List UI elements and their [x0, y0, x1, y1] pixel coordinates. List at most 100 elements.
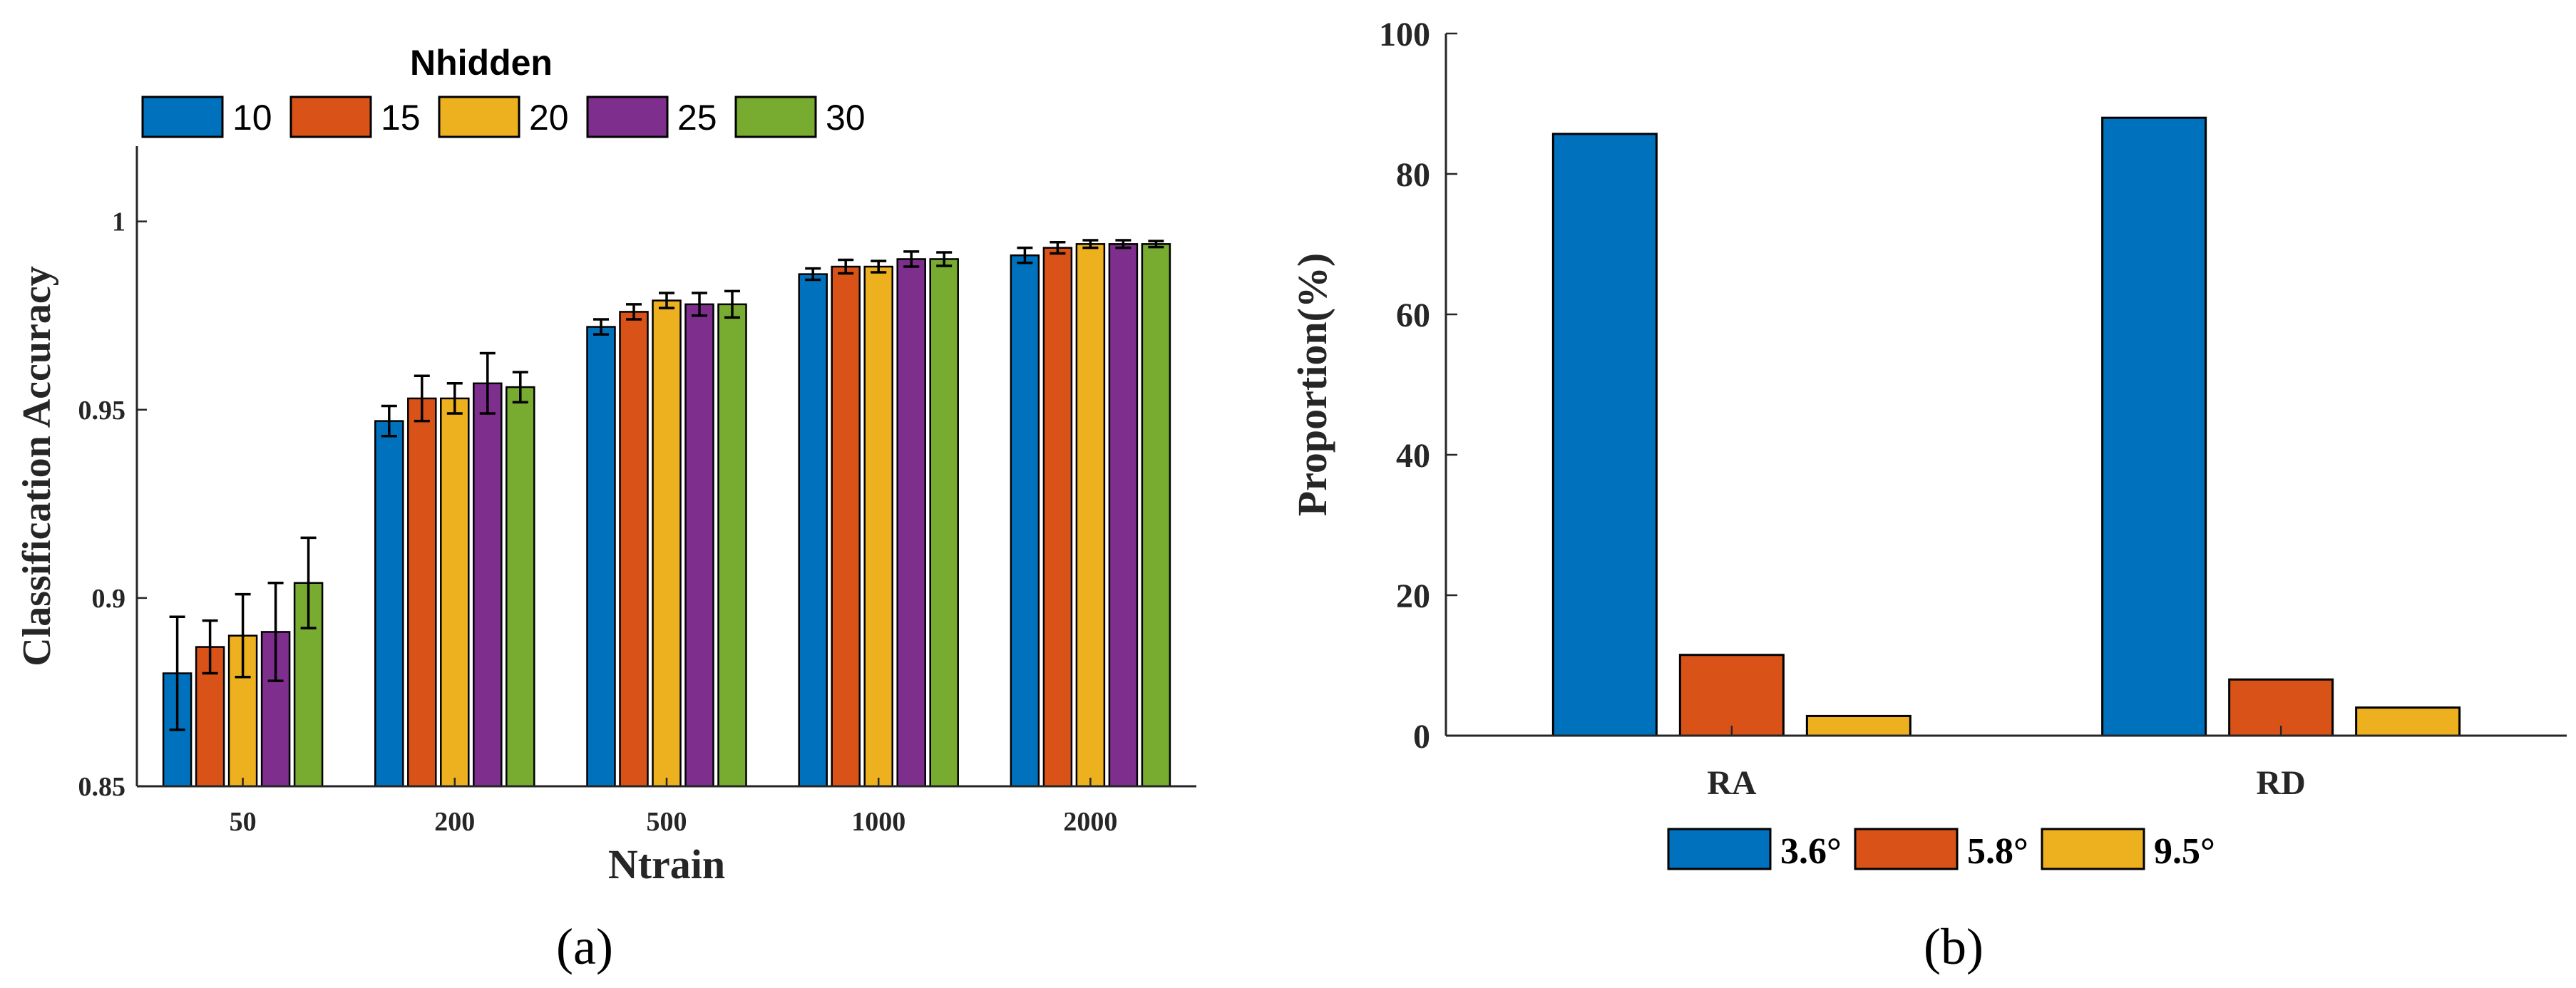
- x-tick-label-50: 50: [230, 807, 257, 837]
- y-tick-label: 0.95: [78, 396, 126, 426]
- y-tick-label: 1: [112, 207, 125, 237]
- bar-ntrain-2000-nhidden-20: [1075, 243, 1106, 788]
- bar-ntrain-500-nhidden-10: [586, 326, 616, 788]
- panel-a-legend: 10 15 20 25 30: [141, 96, 866, 138]
- error-bar-ntrain-2000-nhidden-10: [1017, 246, 1033, 264]
- bar-ntrain-200-nhidden-25: [473, 382, 503, 788]
- error-bar-ntrain-1000-nhidden-15: [838, 258, 854, 275]
- y-tick-label: 40: [1396, 437, 1430, 475]
- error-bar-ntrain-50-nhidden-15: [202, 619, 218, 675]
- error-bar-ntrain-2000-nhidden-15: [1050, 240, 1066, 255]
- error-bar-ntrain-1000-nhidden-20: [871, 259, 887, 274]
- y-tick-label: 80: [1396, 156, 1430, 194]
- error-bar-ntrain-50-nhidden-20: [235, 592, 251, 679]
- y-tick-label: 0.9: [92, 584, 126, 614]
- bar-ntrain-500-nhidden-25: [684, 303, 714, 788]
- bar-ntrain-200-nhidden-20: [440, 397, 470, 788]
- legend-label-5.8°: 5.8°: [1967, 831, 2028, 872]
- bar-ntrain-500-nhidden-20: [652, 299, 682, 788]
- error-bar-ntrain-2000-nhidden-25: [1115, 239, 1132, 249]
- panel-b-axes: RA RD 0 20 40 60 80 100: [1379, 16, 2567, 802]
- error-bar-ntrain-200-nhidden-30: [512, 371, 528, 403]
- bar-RA-5.8°: [1678, 654, 1785, 737]
- bar-ntrain-200-nhidden-10: [374, 420, 404, 788]
- bar-ntrain-1000-nhidden-20: [863, 265, 893, 788]
- panel-a-chart: 50 200 500 1000 2000 0.85 0.9 0.95 1 Ntrain Clas…: [15, 43, 1196, 975]
- panel-b-chart: RA RD 0 20 40 60 80 100 Proportion(%) 3.6° 5.8° 9…: [1289, 16, 2567, 975]
- error-bar-ntrain-200-nhidden-20: [446, 382, 463, 415]
- legend-swatch-3.6°: [1667, 828, 1772, 870]
- x-tick-label-RD: RD: [2256, 764, 2305, 802]
- panel-b-legend: 3.6° 5.8° 9.5°: [1667, 828, 2215, 872]
- error-bar-ntrain-500-nhidden-30: [724, 289, 740, 319]
- panel-a-bars: [162, 243, 1171, 788]
- bar-ntrain-50-nhidden-25: [260, 631, 291, 788]
- bar-RA-3.6°: [1551, 133, 1658, 737]
- bar-RA-9.5°: [1805, 714, 1912, 737]
- legend-label-20: 20: [529, 98, 569, 138]
- panel-b-label: (b): [1924, 918, 1984, 975]
- error-bar-ntrain-1000-nhidden-10: [805, 267, 821, 282]
- panel-a-y-axis-label: Classification Accuracy: [15, 266, 59, 666]
- y-tick-label: 0: [1413, 718, 1430, 756]
- y-tick-label: 60: [1396, 297, 1430, 334]
- bar-ntrain-500-nhidden-30: [717, 303, 747, 788]
- error-bar-ntrain-500-nhidden-25: [692, 292, 707, 317]
- panel-a-label: (a): [556, 918, 613, 975]
- bar-ntrain-2000-nhidden-30: [1141, 243, 1171, 788]
- error-bar-ntrain-500-nhidden-20: [659, 292, 674, 309]
- legend-label-15: 15: [381, 98, 421, 138]
- y-tick-label: 20: [1396, 577, 1430, 615]
- panel-a-x-axis-label: Ntrain: [608, 841, 725, 887]
- bar-ntrain-2000-nhidden-25: [1108, 243, 1139, 788]
- error-bar-ntrain-1000-nhidden-30: [936, 251, 953, 267]
- legend-swatch-20: [438, 96, 520, 138]
- bar-ntrain-200-nhidden-15: [407, 397, 437, 788]
- legend-label-9.5°: 9.5°: [2154, 831, 2215, 872]
- legend-swatch-10: [141, 96, 224, 138]
- legend-label-30: 30: [826, 98, 866, 138]
- x-tick-label-500: 500: [647, 807, 687, 837]
- legend-swatch-5.8°: [1854, 828, 1959, 870]
- panel-b-y-axis-label: Proportion(%): [1289, 253, 1335, 516]
- legend-swatch-15: [289, 96, 372, 138]
- bar-ntrain-1000-nhidden-15: [831, 265, 861, 788]
- legend-label-25: 25: [677, 98, 717, 138]
- panel-a-axes: 50 200 500 1000 2000 0.85 0.9 0.95 1: [78, 146, 1196, 837]
- bar-RD-3.6°: [2101, 116, 2207, 737]
- x-tick-label-1000: 1000: [851, 807, 905, 837]
- error-bar-ntrain-2000-nhidden-30: [1148, 240, 1164, 249]
- bar-RD-9.5°: [2355, 706, 2461, 737]
- bar-ntrain-2000-nhidden-15: [1042, 247, 1073, 788]
- panel-a-legend-title: Nhidden: [410, 43, 553, 83]
- legend-label-3.6°: 3.6°: [1780, 831, 1842, 872]
- error-bar-ntrain-50-nhidden-10: [169, 615, 185, 731]
- legend-swatch-25: [586, 96, 669, 138]
- bar-ntrain-2000-nhidden-10: [1010, 254, 1040, 788]
- error-bar-ntrain-50-nhidden-30: [300, 536, 317, 629]
- error-bar-ntrain-200-nhidden-10: [381, 404, 397, 438]
- y-tick-label: 0.85: [78, 772, 126, 802]
- panel-a-error-bars: [169, 239, 1164, 731]
- error-bar-ntrain-2000-nhidden-20: [1082, 239, 1099, 249]
- legend-swatch-30: [734, 96, 817, 138]
- error-bar-ntrain-50-nhidden-25: [267, 582, 284, 682]
- y-tick-label: 100: [1379, 16, 1430, 53]
- x-tick-label-2000: 2000: [1063, 807, 1117, 837]
- x-tick-label-RA: RA: [1707, 764, 1757, 802]
- bar-ntrain-1000-nhidden-30: [929, 258, 959, 788]
- bar-ntrain-500-nhidden-15: [619, 311, 649, 788]
- bar-ntrain-1000-nhidden-10: [798, 273, 828, 788]
- error-bar-ntrain-500-nhidden-15: [626, 303, 642, 321]
- error-bar-ntrain-1000-nhidden-25: [903, 250, 920, 268]
- bar-ntrain-200-nhidden-30: [506, 386, 535, 788]
- legend-label-10: 10: [232, 98, 272, 138]
- legend-swatch-9.5°: [2041, 828, 2145, 870]
- error-bar-ntrain-200-nhidden-15: [414, 374, 430, 423]
- x-tick-label-200: 200: [434, 807, 475, 837]
- panel-b-bars: [1551, 116, 2461, 737]
- bar-ntrain-1000-nhidden-25: [896, 258, 926, 788]
- error-bar-ntrain-500-nhidden-10: [593, 318, 609, 336]
- error-bar-ntrain-200-nhidden-25: [479, 351, 496, 415]
